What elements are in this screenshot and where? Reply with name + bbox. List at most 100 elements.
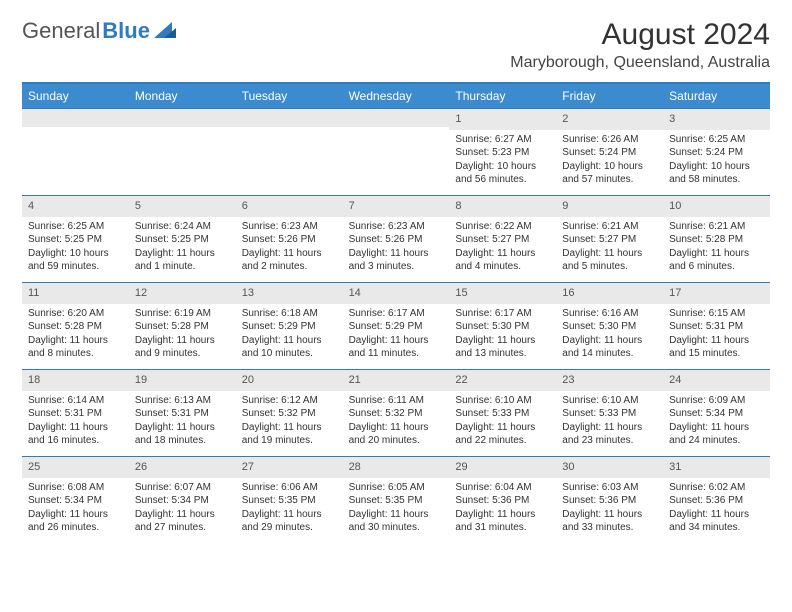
daylight-line: and 5 minutes. [562,260,657,274]
daylight-line: Daylight: 11 hours [669,247,764,261]
daylight-line: and 2 minutes. [242,260,337,274]
day-number: 29 [449,457,556,478]
daylight-line: Daylight: 11 hours [562,421,657,435]
sunrise-line: Sunrise: 6:21 AM [562,220,657,234]
logo-sail-icon [154,22,176,40]
calendar: Sunday Monday Tuesday Wednesday Thursday… [22,82,770,543]
day-number: 24 [663,370,770,391]
day-number: 4 [22,196,129,217]
day-number: 30 [556,457,663,478]
daylight-line: Daylight: 11 hours [455,334,550,348]
day-cell: 16Sunrise: 6:16 AMSunset: 5:30 PMDayligh… [556,283,663,369]
day-label: Friday [556,84,663,108]
day-details: Sunrise: 6:23 AMSunset: 5:26 PMDaylight:… [236,217,343,280]
location: Maryborough, Queensland, Australia [510,54,770,72]
sunset-line: Sunset: 5:36 PM [562,494,657,508]
day-label: Tuesday [236,84,343,108]
day-details: Sunrise: 6:16 AMSunset: 5:30 PMDaylight:… [556,304,663,367]
day-cell: 17Sunrise: 6:15 AMSunset: 5:31 PMDayligh… [663,283,770,369]
day-details: Sunrise: 6:24 AMSunset: 5:25 PMDaylight:… [129,217,236,280]
day-number: 22 [449,370,556,391]
daylight-line: and 14 minutes. [562,347,657,361]
week-row: 25Sunrise: 6:08 AMSunset: 5:34 PMDayligh… [22,456,770,543]
day-cell: 1Sunrise: 6:27 AMSunset: 5:23 PMDaylight… [449,109,556,195]
day-cell: 12Sunrise: 6:19 AMSunset: 5:28 PMDayligh… [129,283,236,369]
day-number: 11 [22,283,129,304]
daylight-line: Daylight: 11 hours [349,334,444,348]
sunrise-line: Sunrise: 6:19 AM [135,307,230,321]
day-cell [236,109,343,195]
daylight-line: and 22 minutes. [455,434,550,448]
day-details: Sunrise: 6:07 AMSunset: 5:34 PMDaylight:… [129,478,236,541]
day-number: 28 [343,457,450,478]
day-details: Sunrise: 6:23 AMSunset: 5:26 PMDaylight:… [343,217,450,280]
daylight-line: Daylight: 11 hours [28,508,123,522]
daylight-line: and 58 minutes. [669,173,764,187]
sunrise-line: Sunrise: 6:08 AM [28,481,123,495]
daylight-line: and 56 minutes. [455,173,550,187]
day-header-row: Sunday Monday Tuesday Wednesday Thursday… [22,84,770,108]
sunrise-line: Sunrise: 6:24 AM [135,220,230,234]
day-details: Sunrise: 6:19 AMSunset: 5:28 PMDaylight:… [129,304,236,367]
sunset-line: Sunset: 5:25 PM [135,233,230,247]
sunset-line: Sunset: 5:34 PM [669,407,764,421]
sunrise-line: Sunrise: 6:27 AM [455,133,550,147]
day-details: Sunrise: 6:04 AMSunset: 5:36 PMDaylight:… [449,478,556,541]
daylight-line: Daylight: 11 hours [135,508,230,522]
day-cell: 23Sunrise: 6:10 AMSunset: 5:33 PMDayligh… [556,370,663,456]
sunrise-line: Sunrise: 6:06 AM [242,481,337,495]
day-details: Sunrise: 6:25 AMSunset: 5:24 PMDaylight:… [663,130,770,193]
daylight-line: Daylight: 10 hours [669,160,764,174]
daylight-line: and 16 minutes. [28,434,123,448]
day-number [343,109,450,127]
daylight-line: and 57 minutes. [562,173,657,187]
daylight-line: and 13 minutes. [455,347,550,361]
sunrise-line: Sunrise: 6:12 AM [242,394,337,408]
day-cell: 13Sunrise: 6:18 AMSunset: 5:29 PMDayligh… [236,283,343,369]
sunset-line: Sunset: 5:27 PM [562,233,657,247]
sunset-line: Sunset: 5:33 PM [562,407,657,421]
day-cell: 6Sunrise: 6:23 AMSunset: 5:26 PMDaylight… [236,196,343,282]
day-number: 31 [663,457,770,478]
sunset-line: Sunset: 5:26 PM [242,233,337,247]
sunrise-line: Sunrise: 6:02 AM [669,481,764,495]
daylight-line: Daylight: 11 hours [135,334,230,348]
logo-text-2: Blue [102,18,150,44]
day-number: 7 [343,196,450,217]
daylight-line: and 27 minutes. [135,521,230,535]
daylight-line: and 20 minutes. [349,434,444,448]
daylight-line: and 11 minutes. [349,347,444,361]
day-cell: 2Sunrise: 6:26 AMSunset: 5:24 PMDaylight… [556,109,663,195]
sunrise-line: Sunrise: 6:17 AM [349,307,444,321]
sunset-line: Sunset: 5:35 PM [349,494,444,508]
sunset-line: Sunset: 5:24 PM [562,146,657,160]
day-cell: 31Sunrise: 6:02 AMSunset: 5:36 PMDayligh… [663,457,770,543]
daylight-line: Daylight: 11 hours [669,421,764,435]
daylight-line: Daylight: 11 hours [562,247,657,261]
day-cell: 4Sunrise: 6:25 AMSunset: 5:25 PMDaylight… [22,196,129,282]
sunrise-line: Sunrise: 6:09 AM [669,394,764,408]
day-number: 9 [556,196,663,217]
daylight-line: and 24 minutes. [669,434,764,448]
sunrise-line: Sunrise: 6:04 AM [455,481,550,495]
header: GeneralBlue August 2024 Maryborough, Que… [22,18,770,72]
daylight-line: and 10 minutes. [242,347,337,361]
day-details: Sunrise: 6:18 AMSunset: 5:29 PMDaylight:… [236,304,343,367]
daylight-line: Daylight: 11 hours [349,421,444,435]
day-details: Sunrise: 6:15 AMSunset: 5:31 PMDaylight:… [663,304,770,367]
day-cell: 9 Sunrise: 6:21 AMSunset: 5:27 PMDaylight… [556,196,663,282]
day-number: 15 [449,283,556,304]
day-details: Sunrise: 6:22 AMSunset: 5:27 PMDaylight:… [449,217,556,280]
daylight-line: Daylight: 10 hours [455,160,550,174]
day-cell: 20Sunrise: 6:12 AMSunset: 5:32 PMDayligh… [236,370,343,456]
daylight-line: and 34 minutes. [669,521,764,535]
daylight-line: Daylight: 11 hours [242,334,337,348]
day-number: 12 [129,283,236,304]
daylight-line: Daylight: 11 hours [242,247,337,261]
day-details: Sunrise: 6:21 AMSunset: 5:28 PMDaylight:… [663,217,770,280]
day-details: Sunrise: 6:12 AMSunset: 5:32 PMDaylight:… [236,391,343,454]
day-details: Sunrise: 6:17 AMSunset: 5:29 PMDaylight:… [343,304,450,367]
daylight-line: and 18 minutes. [135,434,230,448]
sunset-line: Sunset: 5:30 PM [562,320,657,334]
sunset-line: Sunset: 5:32 PM [242,407,337,421]
